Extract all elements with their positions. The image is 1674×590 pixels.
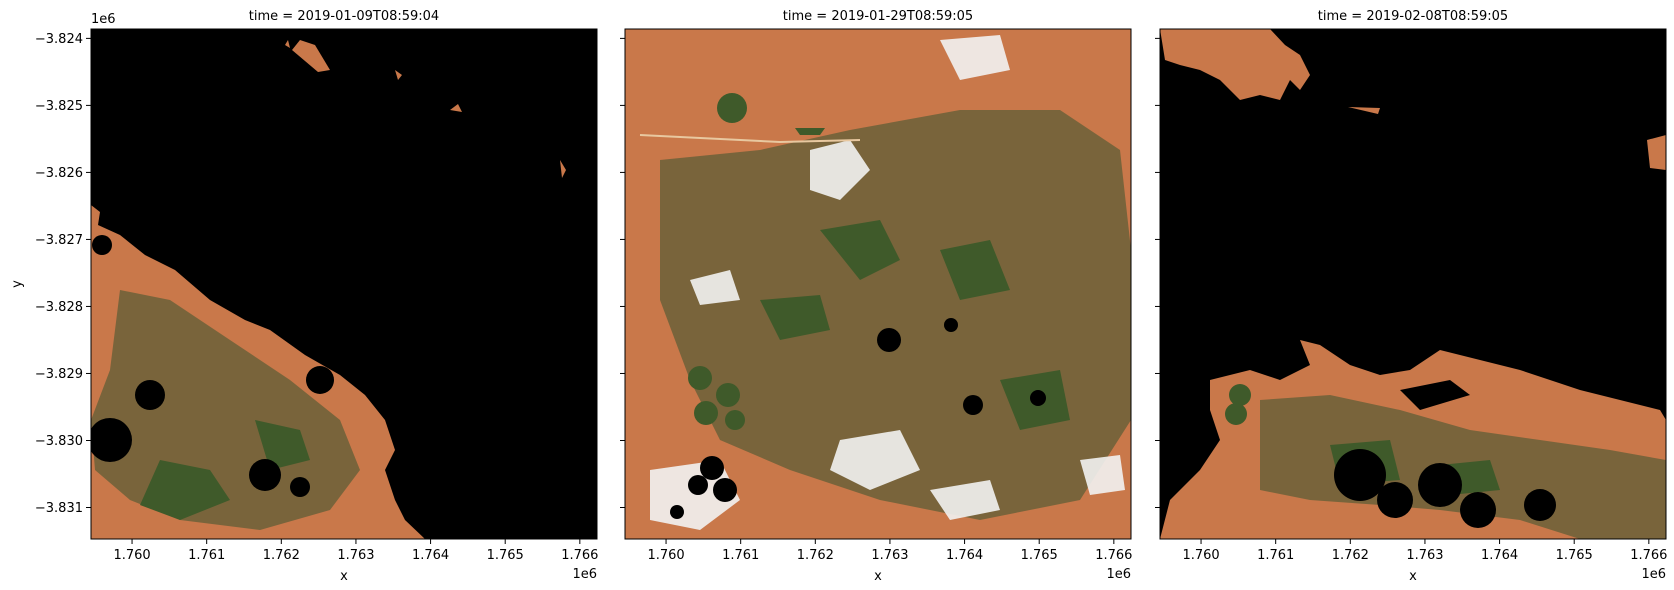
x-tick-label: 1.760 [647,548,684,563]
x-tick-label: 1.766 [1095,548,1132,563]
x-tick-label: 1.765 [487,548,524,563]
panel-title-3: time = 2019-02-08T08:59:05 [1318,9,1508,24]
green-fields-2 [760,220,1070,430]
panel-frame-1 [90,28,598,540]
tick-layer: 1.760 1.761 1.762 1.763 1.764 1.765 1.766 −3.82… [35,32,1668,563]
green-fields-1 [140,420,310,520]
x-tick-label: 1.765 [1021,548,1058,563]
cropland-2 [660,110,1131,520]
panel-3: time = 2019-02-08T08:59:05 1e6 x [1159,9,1667,584]
x-axis-label-1: x [340,569,348,584]
x-tick-label: 1.762 [797,548,834,563]
y-tick-label: −3.825 [35,99,83,114]
y-axis-label: y [10,280,25,288]
y-tick-label: −3.831 [35,501,83,516]
x-tick-label: 1.760 [1182,548,1219,563]
x-tick-label: 1.762 [1332,548,1369,563]
panel-2: time = 2019-01-29T08:59:05 1e6 x [624,9,1132,584]
y-tick-label: −3.827 [35,233,83,248]
x-tick-label: 1.764 [412,548,449,563]
x-axis-label-3: x [1409,569,1417,584]
y-tick-label: −3.829 [35,367,83,382]
panel-image-1 [91,29,597,539]
x-tick-label: 1.761 [1257,548,1294,563]
x-tick-label: 1.765 [1556,548,1593,563]
x-offset-text-2: 1e6 [1106,567,1131,582]
y-tick-label: −3.824 [35,32,83,47]
x-tick-label: 1.766 [561,548,598,563]
panel-frame-2 [624,28,1132,540]
x-tick-label: 1.763 [337,548,374,563]
y-offset-text: 1e6 [91,12,116,27]
x-offset-text-3: 1e6 [1641,567,1666,582]
y-tick-label: −3.830 [35,434,83,449]
y-tick-label: −3.828 [35,300,83,315]
panel-frame-3 [1159,28,1667,540]
y-tick-label: −3.826 [35,166,83,181]
x-tick-label: 1.764 [1481,548,1518,563]
x-offset-text-1: 1e6 [572,567,597,582]
panel-title-1: time = 2019-01-09T08:59:04 [249,9,439,24]
x-tick-label: 1.762 [263,548,300,563]
x-tick-label: 1.760 [113,548,150,563]
x-tick-label: 1.761 [722,548,759,563]
panel-1: time = 2019-01-09T08:59:04 1e6 x y 1e6 [10,9,598,584]
x-axis-label-2: x [874,569,882,584]
panel-image-3 [1160,29,1666,539]
panel-image-2 [625,29,1131,539]
x-tick-label: 1.763 [871,548,908,563]
panel-title-2: time = 2019-01-29T08:59:05 [783,9,973,24]
x-tick-label: 1.761 [188,548,225,563]
x-tick-label: 1.764 [946,548,983,563]
x-tick-label: 1.763 [1406,548,1443,563]
visible-terrain-top-3 [1160,29,1310,100]
x-tick-label: 1.766 [1630,548,1667,563]
